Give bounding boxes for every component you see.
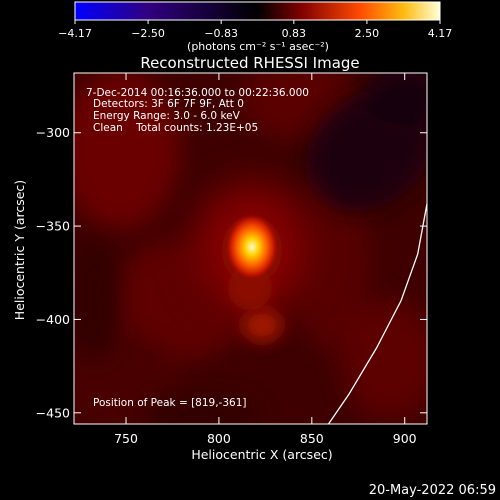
annotation-time: 7-Dec-2014 00:16:36.000 to 00:22:36.000: [86, 87, 309, 99]
y-tick-label: −450: [36, 405, 70, 420]
y-axis-label: Heliocentric Y (arcsec): [12, 180, 27, 320]
image-plot-area: [74, 73, 427, 424]
solar-limb-curve: [327, 203, 427, 424]
x-axis-label: Heliocentric X (arcsec): [191, 447, 332, 462]
plot-frame: [73, 72, 428, 425]
y-axis: −300 −350 −400 −450: [36, 125, 427, 420]
colorbar-tick-label: −0.83: [204, 27, 238, 40]
peak-position-label: Position of Peak = [819,-361]: [93, 397, 247, 409]
x-tick-label: 900: [393, 431, 417, 446]
colorbar-tick-label: 4.17: [428, 27, 453, 40]
x-axis: 750 800 850 900: [114, 73, 417, 446]
colorbar-tick-label: 2.50: [355, 27, 380, 40]
colorbar: −4.17 −2.50 −0.83 0.83 2.50 4.17 (photons cm⁻…: [58, 1, 453, 53]
peak-source: [225, 213, 279, 281]
y-tick-label: −300: [36, 125, 70, 140]
colorbar-tick-label: −2.50: [131, 27, 165, 40]
x-tick-label: 800: [207, 431, 231, 446]
x-tick-label: 750: [114, 431, 138, 446]
annotation-energy: Energy Range: 3.0 - 6.0 keV: [93, 110, 241, 122]
x-tick-label: 850: [300, 431, 324, 446]
annotation-detectors: Detectors: 3F 6F 7F 9F, Att 0: [93, 98, 244, 110]
colorbar-tick-label: 0.83: [282, 27, 307, 40]
colorbar-units: (photons cm⁻² s⁻¹ asec⁻²): [187, 40, 329, 53]
y-tick-label: −350: [36, 219, 70, 234]
annotation-clean: Clean Total counts: 1.23E+05: [93, 122, 258, 134]
y-tick-label: −400: [36, 312, 70, 327]
chart-title: Reconstructed RHESSI Image: [140, 54, 359, 72]
colorbar-tick-label: −4.17: [58, 27, 92, 40]
colorbar-gradient: [75, 2, 440, 20]
info-annotations: 7-Dec-2014 00:16:36.000 to 00:22:36.000 …: [86, 87, 309, 409]
footer-timestamp: 20-May-2022 06:59: [369, 483, 496, 498]
